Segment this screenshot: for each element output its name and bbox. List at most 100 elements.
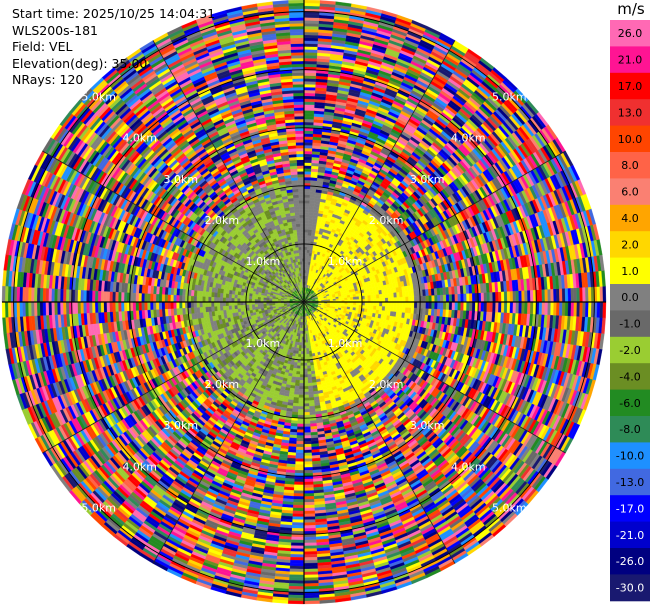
velocity-gate xyxy=(288,17,305,21)
velocity-gate xyxy=(303,179,311,184)
velocity-gate xyxy=(303,118,314,123)
velocity-gate xyxy=(303,203,310,207)
velocity-gate xyxy=(290,37,305,42)
velocity-gate xyxy=(292,84,305,88)
velocity-gate xyxy=(295,147,305,152)
velocity-gate xyxy=(588,286,592,303)
velocity-gate xyxy=(296,153,305,158)
velocity-gate xyxy=(303,110,315,114)
velocity-gate xyxy=(385,297,389,303)
velocity-gate xyxy=(506,291,511,303)
velocity-gate xyxy=(293,95,305,100)
velocity-gate xyxy=(303,49,318,53)
velocity-gate xyxy=(294,130,305,134)
velocity-gate xyxy=(298,252,302,256)
velocity-gate xyxy=(303,113,315,117)
velocity-gate xyxy=(303,0,320,4)
velocity-gate xyxy=(298,208,305,213)
velocity-gate xyxy=(308,206,315,210)
velocity-gate xyxy=(294,211,300,216)
velocity-gate xyxy=(303,156,312,161)
velocity-gate xyxy=(296,165,305,169)
velocity-gate xyxy=(303,78,316,82)
velocity-gate xyxy=(294,121,305,126)
velocity-gate xyxy=(297,238,301,242)
velocity-gate xyxy=(352,296,357,300)
velocity-gate xyxy=(376,293,380,299)
velocity-gate xyxy=(303,81,316,85)
velocity-gate xyxy=(576,287,581,303)
velocity-gate xyxy=(293,206,300,210)
velocity-gate xyxy=(445,294,450,303)
velocity-gate xyxy=(480,292,485,303)
velocity-gate xyxy=(306,252,310,256)
velocity-gate xyxy=(299,214,305,219)
velocity-gate xyxy=(305,267,308,271)
velocity-gate xyxy=(308,255,312,260)
velocity-gate xyxy=(602,286,607,303)
velocity-gate xyxy=(448,294,453,303)
velocity-gate xyxy=(303,60,317,65)
velocity-gate xyxy=(355,296,360,300)
velocity-gate xyxy=(501,291,505,303)
velocity-gate xyxy=(425,295,430,303)
velocity-gate xyxy=(492,291,496,303)
velocity-gate xyxy=(503,291,508,303)
velocity-gate xyxy=(296,162,305,166)
velocity-gate xyxy=(303,130,314,134)
velocity-gate xyxy=(308,217,313,222)
velocity-gate xyxy=(303,223,309,227)
velocity-gate xyxy=(288,0,305,4)
velocity-gate xyxy=(303,55,318,59)
velocity-gate xyxy=(489,291,493,303)
velocity-gate xyxy=(290,40,305,45)
velocity-gate xyxy=(303,43,318,47)
velocity-gate xyxy=(550,288,554,303)
velocity-gate xyxy=(288,5,305,10)
velocity-gate xyxy=(303,40,318,45)
velocity-gate xyxy=(384,293,389,298)
velocity-gate xyxy=(303,142,313,146)
velocity-gate xyxy=(509,290,514,303)
velocity-gate xyxy=(579,287,583,303)
velocity-gate xyxy=(466,293,470,303)
velocity-gate xyxy=(293,107,305,111)
velocity-gate xyxy=(299,223,305,227)
velocity-gate xyxy=(307,220,313,225)
velocity-gate xyxy=(303,31,319,36)
velocity-gate xyxy=(298,200,305,204)
velocity-gate xyxy=(294,214,300,219)
velocity-gate xyxy=(296,229,301,233)
velocity-gate xyxy=(544,289,549,303)
velocity-gate xyxy=(308,252,312,257)
velocity-gate xyxy=(411,296,415,303)
velocity-gate xyxy=(367,294,371,299)
velocity-gate xyxy=(303,104,315,108)
velocity-gate xyxy=(390,292,395,298)
velocity-gate xyxy=(299,220,305,224)
velocity-gate xyxy=(292,89,305,94)
velocity-gate xyxy=(296,232,301,236)
velocity-gate xyxy=(364,295,368,299)
velocity-gate xyxy=(297,171,305,175)
velocity-gate xyxy=(289,25,305,30)
velocity-gate xyxy=(405,296,409,303)
velocity-gate xyxy=(303,217,309,221)
velocity-gate xyxy=(582,287,586,303)
velocity-gate xyxy=(303,89,316,94)
velocity-gate xyxy=(290,55,305,59)
velocity-gate xyxy=(303,147,313,152)
velocity-gate xyxy=(402,296,406,303)
velocity-gate xyxy=(527,289,531,303)
velocity-gate xyxy=(350,296,354,300)
velocity-gate xyxy=(305,258,309,262)
velocity-gate xyxy=(440,294,444,303)
velocity-gate xyxy=(515,290,520,303)
velocity-gate xyxy=(460,293,464,303)
velocity-gate xyxy=(396,296,400,303)
velocity-gate xyxy=(291,63,305,68)
velocity-gate xyxy=(303,46,318,50)
velocity-gate xyxy=(291,60,305,65)
velocity-gate xyxy=(303,188,311,192)
velocity-gate xyxy=(298,246,302,251)
